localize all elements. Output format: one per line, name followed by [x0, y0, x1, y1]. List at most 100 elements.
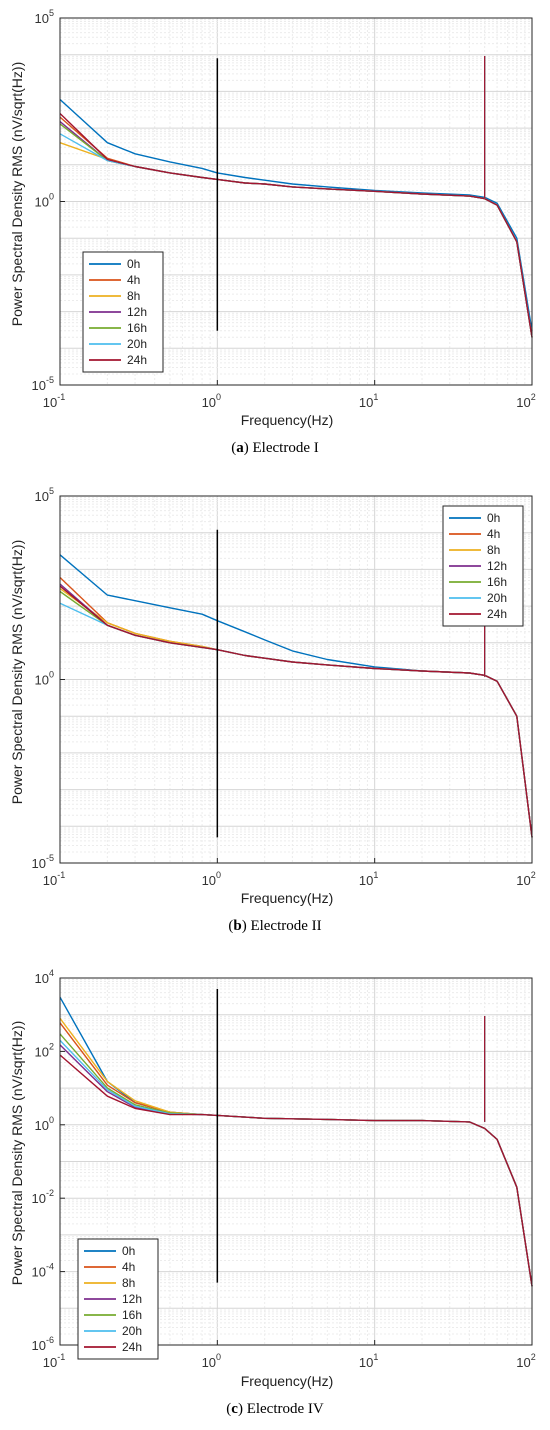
x-tick-exp: 2 [531, 1352, 536, 1362]
x-tick-label: 100 [202, 392, 221, 410]
legend-label: 8h [127, 289, 140, 303]
chart-a-caption: (a) Electrode I [231, 440, 319, 456]
y-tick-base: 10 [35, 11, 49, 26]
x-tick-base: 10 [516, 1355, 530, 1370]
chart-b-svg: 10-1 100 101 10210-51001050h4h8h12h16h20h24… [32, 486, 536, 888]
legend-label: 8h [122, 1276, 135, 1290]
y-tick-exp: -4 [46, 1262, 54, 1272]
y-tick-base: 10 [35, 971, 49, 986]
legend-label: 4h [122, 1260, 135, 1274]
chart-panel-c: 10-1 100 101 102 10-6 10-4 10-2 100 102 104 0h 4h 8h… [0, 955, 550, 1430]
y-tick-label: 10-5 [32, 853, 54, 871]
legend-label: 20h [122, 1324, 142, 1338]
legend-label: 8h [487, 543, 500, 557]
y-tick-base: 10 [32, 1338, 46, 1353]
legend-item-24h: 24h [84, 1340, 142, 1354]
y-tick-label: 10-5 [32, 375, 54, 393]
legend-label: 24h [127, 353, 147, 367]
x-tick-exp: 2 [531, 870, 536, 880]
chart-c-svg: 10-1 100 101 10210-610-410-21001021040h4h8h… [32, 968, 536, 1370]
x-tick-exp: 0 [216, 1352, 221, 1362]
x-tick-label: 100 [202, 870, 221, 888]
legend-item-8h: 8h [89, 289, 140, 303]
legend-label: 20h [487, 591, 507, 605]
y-tick-exp: -6 [46, 1335, 54, 1345]
y-tick-base: 10 [35, 1044, 49, 1059]
legend-item-24h: 24h [89, 353, 147, 367]
x-tick-base: 10 [359, 1355, 373, 1370]
legend-item-4h: 4h [84, 1260, 135, 1274]
legend-label: 0h [122, 1244, 135, 1258]
grid [60, 18, 532, 385]
y-tick-base: 10 [32, 1265, 46, 1280]
legend: 0h 4h 8h 12h 16h 20h 24h [77, 1238, 159, 1360]
x-tick-label: 102 [516, 392, 535, 410]
y-tick-exp: 0 [49, 670, 54, 680]
x-tick-label: 10-1 [43, 392, 65, 410]
legend: 0h 4h 8h 12h 16h 20h 24h [82, 251, 164, 373]
legend-label: 16h [127, 321, 147, 335]
legend-label: 24h [487, 607, 507, 621]
y-tick-label: 100 [35, 670, 54, 688]
x-tick-exp: 2 [531, 392, 536, 402]
chart-b-caption: (b) Electrode II [228, 918, 322, 934]
legend: 0h 4h 8h 12h 16h 20h 24h [442, 505, 524, 627]
x-tick-base: 10 [359, 395, 373, 410]
grid [60, 978, 532, 1345]
y-tick-exp: 5 [49, 8, 54, 18]
chart-a-xlabel: Frequency(Hz) [240, 412, 334, 428]
legend-item-12h: 12h [84, 1292, 142, 1306]
chart-c-xlabel: Frequency(Hz) [240, 1373, 334, 1389]
y-tick-label: 100 [35, 192, 54, 210]
chart-b-xlabel: Frequency(Hz) [240, 890, 334, 906]
chart-b-caption-text: Electrode II [250, 918, 322, 934]
chart-c-caption-letter: c [231, 1401, 238, 1417]
chart-b-ylabel: Power Spectral Density RMS (nV/sqrt(Hz)) [9, 539, 25, 805]
y-tick-base: 10 [35, 1118, 49, 1133]
x-tick-exp: -1 [57, 870, 65, 880]
legend-item-20h: 20h [89, 337, 147, 351]
legend-item-12h: 12h [89, 305, 147, 319]
x-tick-label: 101 [359, 392, 378, 410]
x-tick-base: 10 [359, 873, 373, 888]
chart-c-caption: (c) Electrode IV [226, 1401, 324, 1417]
y-tick-exp: -2 [46, 1188, 54, 1198]
chart-c-ylabel: Power Spectral Density RMS (nV/sqrt(Hz)) [9, 1020, 25, 1286]
series-line-24h [59, 585, 533, 838]
y-tick-base: 10 [32, 1191, 46, 1206]
legend-label: 0h [127, 257, 140, 271]
legend-label: 16h [487, 575, 507, 589]
series-line-0h [59, 98, 533, 331]
legend-item-24h: 24h [449, 607, 507, 621]
series-line-24h [59, 112, 533, 338]
chart-a-ylabel: Power Spectral Density RMS (nV/sqrt(Hz)) [9, 61, 25, 327]
chart-panel-b: 10-1 100 101 102 10-5 100 105 0h 4h 8h 12h 16h 20h 24… [0, 478, 550, 948]
legend-label: 12h [127, 305, 147, 319]
x-tick-base: 10 [43, 873, 57, 888]
x-tick-exp: 1 [373, 392, 378, 402]
legend-item-12h: 12h [449, 559, 507, 573]
y-tick-label: 10-4 [32, 1262, 54, 1280]
legend-item-8h: 8h [449, 543, 500, 557]
legend-item-0h: 0h [84, 1244, 135, 1258]
x-tick-label: 102 [516, 1352, 535, 1370]
x-tick-label: 10-1 [43, 1352, 65, 1370]
x-tick-base: 10 [43, 1355, 57, 1370]
x-tick-label: 10-1 [43, 870, 65, 888]
legend-label: 0h [487, 511, 500, 525]
y-tick-base: 10 [35, 673, 49, 688]
x-tick-label: 101 [359, 1352, 378, 1370]
y-tick-exp: 5 [49, 486, 54, 496]
chart-c-caption-text: Electrode IV [246, 1401, 324, 1417]
legend-item-8h: 8h [84, 1276, 135, 1290]
legend-item-0h: 0h [449, 511, 500, 525]
y-tick-exp: 0 [49, 1115, 54, 1125]
legend-label: 20h [127, 337, 147, 351]
y-tick-label: 10-2 [32, 1188, 54, 1206]
legend-label: 24h [122, 1340, 142, 1354]
y-tick-base: 10 [32, 378, 46, 393]
x-tick-exp: 1 [373, 870, 378, 880]
legend-item-16h: 16h [449, 575, 507, 589]
chart-a-caption-letter: a [236, 440, 244, 456]
y-tick-label: 105 [35, 8, 54, 26]
